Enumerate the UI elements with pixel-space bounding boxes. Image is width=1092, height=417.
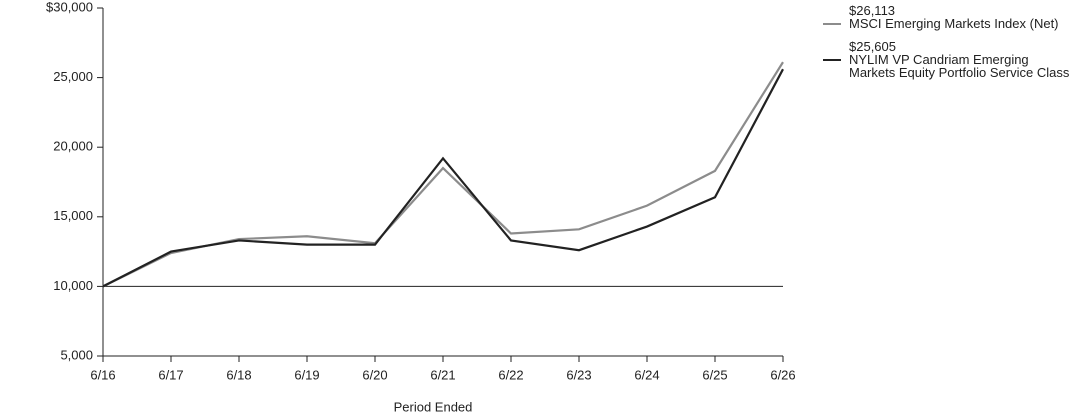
y-tick-label: 15,000 xyxy=(53,208,93,223)
y-tick-label: 20,000 xyxy=(53,139,93,154)
x-tick-label: 6/21 xyxy=(430,367,455,382)
x-axis-label: Period Ended xyxy=(394,399,473,414)
x-tick-label: 6/16 xyxy=(90,367,115,382)
x-tick-label: 6/18 xyxy=(226,367,251,382)
x-tick-label: 6/19 xyxy=(294,367,319,382)
x-tick-label: 6/25 xyxy=(702,367,727,382)
series-line xyxy=(102,61,784,288)
legend-label: MSCI Emerging Markets Index (Net) xyxy=(849,16,1059,31)
y-tick-label: $30,000 xyxy=(46,0,93,14)
x-tick-label: 6/17 xyxy=(158,367,183,382)
legend-swatch xyxy=(823,59,841,61)
x-tick-label: 6/20 xyxy=(362,367,387,382)
legend-value: $26,113 xyxy=(849,3,896,18)
x-tick-label: 6/26 xyxy=(770,367,795,382)
y-tick-label: 5,000 xyxy=(60,347,93,362)
series-line xyxy=(102,68,784,288)
y-tick-label: 25,000 xyxy=(53,69,93,84)
x-tick-label: 6/24 xyxy=(634,367,659,382)
legend-swatch xyxy=(823,23,841,25)
legend-entry: $25,605 NYLIM VP Candriam Emerging Market… xyxy=(823,40,1073,79)
x-tick-label: 6/23 xyxy=(566,367,591,382)
legend-label: NYLIM VP Candriam Emerging Markets Equit… xyxy=(849,52,1070,80)
y-tick-label: 10,000 xyxy=(53,278,93,293)
x-tick-label: 6/22 xyxy=(498,367,523,382)
legend-value: $25,605 xyxy=(849,39,896,54)
legend-entry: $26,113 MSCI Emerging Markets Index (Net) xyxy=(823,4,1073,30)
